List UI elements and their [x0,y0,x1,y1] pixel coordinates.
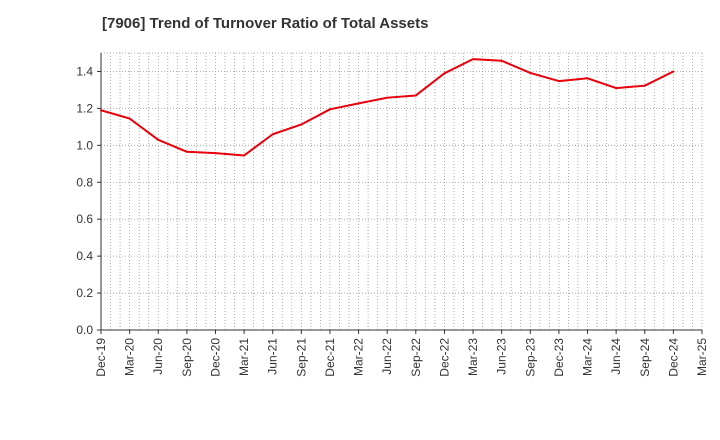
y-tick-label: 1.0 [76,138,93,152]
y-tick-label: 0.4 [76,249,93,263]
y-tick-label: 0.8 [76,175,93,189]
y-tick-label: 0.2 [76,286,93,300]
data-point [157,138,160,141]
data-point [557,80,560,83]
data-point [414,94,417,97]
x-tick-label: Sep-23 [523,338,537,377]
data-point [586,77,589,80]
data-point [100,109,102,112]
x-tick-label: Jun-20 [151,338,165,375]
chart-title: [7906] Trend of Turnover Ratio of Total … [102,15,429,32]
y-tick-label: 0.0 [76,323,93,337]
plot-area [101,53,702,330]
x-tick-label: Mar-21 [237,338,251,376]
data-point [300,123,303,126]
y-tick-label: 1.2 [76,101,93,115]
x-tick-label: Jun-23 [495,338,509,375]
data-point [271,133,274,136]
x-tick-label: Sep-24 [638,338,652,377]
x-tick-label: Sep-21 [294,338,308,377]
data-point [472,58,475,61]
data-point [243,154,246,157]
data-point [643,84,646,87]
y-tick-label: 1.4 [76,64,93,78]
x-tick-label: Dec-21 [323,338,337,377]
x-tick-label: Jun-22 [380,338,394,375]
x-tick-label: Jun-21 [266,338,280,375]
x-tick-label: Sep-22 [409,338,423,377]
data-point [128,117,131,120]
y-tick-label: 0.6 [76,212,93,226]
x-tick-label: Sep-20 [180,338,194,377]
data-point [386,96,389,99]
x-tick-label: Jun-24 [609,338,623,375]
data-point [529,71,532,74]
data-point [500,59,503,62]
x-tick-label: Dec-24 [666,338,680,377]
x-tick-label: Dec-19 [94,338,108,377]
data-point [328,108,331,111]
data-point [357,102,360,105]
x-tick-label: Dec-23 [552,338,566,377]
x-tick-label: Mar-20 [123,338,137,376]
data-point [672,70,675,73]
data-point [185,150,188,153]
x-tick-label: Mar-23 [466,338,480,376]
x-tick-label: Mar-25 [695,338,709,376]
x-tick-label: Mar-22 [352,338,366,376]
data-point [443,72,446,75]
data-point [615,87,618,90]
x-tick-label: Dec-20 [208,338,222,377]
x-tick-label: Dec-22 [437,338,451,377]
data-point [214,152,217,155]
x-tick-label: Mar-24 [581,338,595,376]
